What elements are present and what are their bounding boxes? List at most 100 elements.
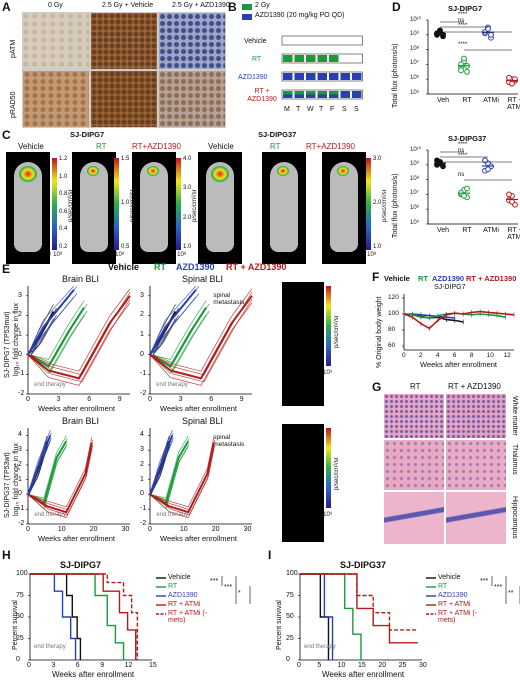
e-xlabel: Weeks after enrollment [160,534,237,543]
e-ytick-label: 2 [18,460,22,468]
b-azd-block [329,73,339,80]
e-colorbar [326,286,331,366]
b-azd-block [329,94,339,98]
e-ytick-label: 3 [140,446,144,454]
bli-signal [87,166,99,176]
panel-label-h: H [2,548,11,562]
e-series-line [27,448,93,518]
c-scale-tick: 0.5 [121,244,130,250]
c-mouse-image [132,152,176,264]
c-scale-tick: 2.0 [373,200,382,206]
e-legend-vehicle: Vehicle [108,262,140,272]
d-signif: **** [458,42,468,48]
e-series-line [149,300,207,360]
d-cat-label: RT [462,227,472,234]
c-mouse-image [198,152,242,264]
e-xtick-label: 30 [243,526,252,533]
bli-signal [147,166,159,176]
e-series-line [27,314,85,375]
e-ytick-label: 0 [140,490,144,498]
d-ytick-label: 10⁸ [410,45,420,52]
surv-curve [30,573,77,660]
surv-xtick-label: 6 [75,662,80,669]
d-cat-label: Veh [436,97,450,104]
e-series-line [149,307,207,368]
surv-xtick-label: 5 [317,662,322,669]
e-xtick-label: 9 [117,396,122,403]
e-ytick-label: 2 [140,311,144,319]
e-title-1: Spinal BLI [182,274,224,284]
c-scale-tick: 0.6 [59,208,68,215]
b-azd-block [317,73,327,80]
e-mouse-0 [282,282,324,406]
e-series-line [149,435,189,499]
d-ytick-label: 10⁷ [410,190,419,197]
bli-signal [19,166,37,182]
panel-label-f: F [372,270,380,284]
c-scale-unit: p/sec/cm²/sr [382,189,388,222]
g-col-0: RT [410,382,421,391]
f-xtick-label: 6 [452,352,457,359]
f-xtick-label: 2 [418,352,423,359]
e-ytick-label: 3 [18,446,22,454]
e-series-line [149,288,253,372]
g-col-1: RT + AZD1390 [448,382,501,391]
e-scale-unit: p/sec/cm²/sr [334,457,340,490]
e-ytick-label: 3 [140,291,144,299]
e-mouse-1 [282,424,324,542]
surv-ytick-label: 25 [286,634,294,642]
surv-xtick-label: 15 [358,662,366,669]
e-series-line [27,435,67,499]
e-end-therapy: end therapy [34,382,66,388]
e-series-line [27,442,93,514]
e-plots [26,285,253,525]
b-azd-block [340,91,350,98]
d-point [464,185,470,192]
surv-end-therapy: end therapy [304,644,336,650]
f-ytick-label: 100 [388,310,399,317]
surv-ytick-label: 100 [16,570,28,577]
e-scale-mult: × 10⁹ [318,370,333,376]
surv-curve [300,573,418,631]
surv-xlabel: Weeks after enrollment [322,670,405,679]
surv-xtick-label: 0 [297,662,301,669]
b-azd-block [283,94,293,98]
d-title-0: SJ-DIPG7 [448,4,483,13]
d-cat-label: RT + ATMi [507,227,520,241]
surv-signif: * [238,590,241,597]
e-ytick-label: 1 [18,331,22,339]
f-ylabel: % Original body weight [376,296,383,368]
d-signif: ns [458,18,465,24]
e-legend-rtazd: RT + AZD1390 [226,262,287,272]
c-label-5: RT+AZD1390 [306,142,355,151]
d-cat-label: ATMi [483,97,499,104]
surv-curve [30,573,82,660]
f-xtick-label: 12 [503,352,511,359]
c-group-dipg7: SJ-DIPG7 [70,130,105,139]
e-series-line [27,300,85,360]
e-xtick-label: 10 [179,526,188,533]
e-ytick-label: -2 [140,520,147,527]
b-legend-rt: 2 Gy [255,2,270,9]
b-day-4: F [330,106,335,113]
c-mouse-image [322,152,366,264]
e-ytick-label: -2 [140,390,147,397]
d-ytick-label: 10⁶ [410,205,420,212]
d-point [461,55,467,62]
e-xtick-label: 0 [26,396,30,403]
surv-signif: *** [224,584,233,591]
b-row-frame [281,35,363,46]
e-series-line [27,307,85,368]
c-scale-tick: 1.5 [121,156,130,162]
e-series-line [152,292,253,376]
e-series-line [28,432,52,495]
f-legend-azd: AZD1390 [432,274,465,283]
d-ylabel-1: Total flux (photons/s) [392,173,399,238]
e-xtick-label: 30 [121,526,130,533]
surv-xtick-label: 30 [419,662,427,669]
surv-xtick-label: 10 [337,662,346,669]
e-ytick-label: 2 [18,311,22,319]
c-scale-tick: 4.0 [183,156,192,162]
d-cat-label: RT [462,97,472,104]
e-series-line [149,429,173,495]
